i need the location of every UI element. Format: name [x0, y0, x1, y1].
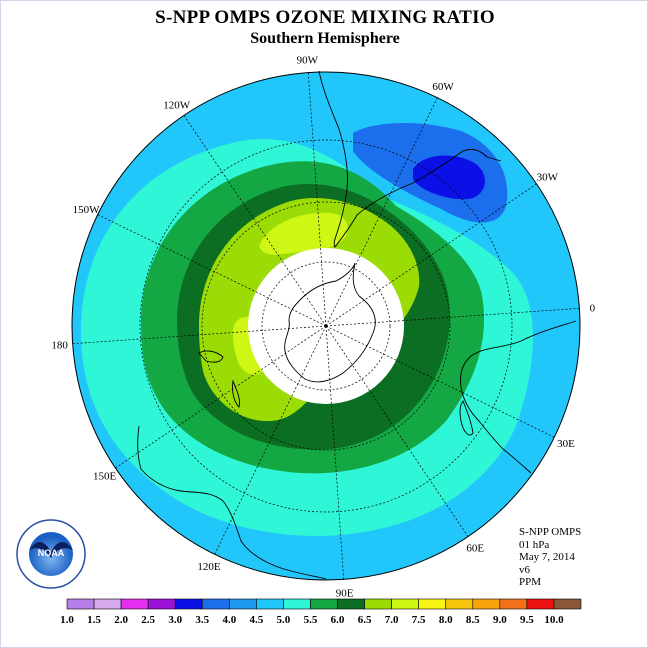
new-zealand-coastline [198, 350, 240, 408]
colorbar-swatch [418, 598, 447, 610]
colorbar-label: 9.5 [520, 614, 534, 626]
longitude-label: 120E [197, 561, 221, 573]
info-version: v6 [519, 563, 530, 576]
colorbar-swatch [526, 598, 555, 610]
colorbar-swatch [391, 598, 419, 610]
colorbar-label: 6.5 [358, 614, 372, 626]
longitude-label: 60E [466, 542, 484, 554]
south-pole-marker [324, 324, 328, 328]
coastlines [137, 70, 577, 580]
colorbar-swatch [256, 598, 284, 610]
longitude-label: 150W [73, 204, 101, 216]
colorbar-swatch [364, 598, 392, 610]
colorbar-label: 4.0 [222, 614, 236, 626]
colorbar-swatch [310, 598, 338, 610]
contour-7-0-region [259, 212, 348, 255]
colorbar-label: 8.5 [466, 614, 480, 626]
info-date: May 7, 2014 [519, 551, 575, 563]
latitude-circle-80s [261, 261, 391, 391]
colorbar-label: 2.0 [114, 614, 128, 626]
info-pressure: 01 hPa [519, 538, 550, 551]
longitude-label: 150E [93, 470, 117, 482]
colorbar-labels: 1.0 1.5 2.0 2.5 3.0 3.5 4.0 4.5 5.0 5.5 6.0 6.5 7.0 7… [60, 614, 564, 626]
longitude-label: 90W [297, 55, 319, 67]
colorbar-label: 7.5 [412, 614, 426, 626]
longitude-labels: 90W 60W 30W 0 30E 60E 90E 120E 150E 180 150W 120W [51, 55, 595, 600]
colorbar-label: 10.0 [544, 614, 564, 626]
colorbar-label: 4.5 [249, 614, 263, 626]
graticule [72, 72, 580, 580]
colorbar-swatch [283, 598, 311, 610]
colorbar-label: 1.0 [60, 614, 74, 626]
logo-gull-shape [29, 541, 73, 558]
antarctica-coastline [284, 262, 376, 383]
latitude-circle-70s [201, 201, 451, 451]
madagascar-coastline [459, 400, 474, 436]
colorbar-label: 5.0 [277, 614, 291, 626]
colorbar-label: 3.5 [195, 614, 209, 626]
info-units: PPM [519, 576, 542, 588]
africa-coastline [460, 320, 577, 474]
colorbar: 1.0 1.5 2.0 2.5 3.0 3.5 4.0 4.5 5.0 5.5 6.0 6.5 7.0 7… [60, 598, 582, 626]
colorbar-swatch [120, 598, 149, 610]
figure-subtitle: Southern Hemisphere [250, 30, 400, 47]
colorbar-label: 8.0 [439, 614, 453, 626]
noaa-logo-icon: NOAA [16, 519, 86, 589]
colorbar-label: 6.0 [331, 614, 345, 626]
colorbar-swatch [147, 598, 176, 610]
latitude-circle-60s [139, 139, 513, 513]
colorbar-swatch [174, 598, 203, 610]
longitude-label: 30E [557, 438, 575, 450]
info-block: S-NPP OMPS 01 hPa May 7, 2014 v6 PPM [519, 526, 581, 589]
colorbar-swatch [499, 598, 528, 610]
longitude-label: 180 [51, 340, 68, 352]
colorbar-swatch [93, 598, 122, 610]
colorbar-swatches [66, 598, 582, 610]
longitude-label: 90E [336, 587, 354, 599]
colorbar-label: 5.5 [304, 614, 318, 626]
colorbar-swatch [445, 598, 474, 610]
south-america-coastline [318, 70, 502, 248]
figure-title: S-NPP OMPS OZONE MIXING RATIO [155, 7, 495, 28]
colorbar-label: 9.0 [493, 614, 507, 626]
longitude-label: 30W [537, 172, 559, 184]
longitude-label: 60W [432, 81, 454, 93]
colorbar-swatch [66, 598, 95, 610]
colorbar-label: 7.0 [385, 614, 399, 626]
colorbar-swatch [553, 598, 582, 610]
contour-core-region [432, 172, 464, 194]
colorbar-swatch [337, 598, 365, 610]
longitude-label: 120W [163, 100, 191, 112]
colorbar-swatch [472, 598, 501, 610]
colorbar-label: 1.5 [87, 614, 101, 626]
australia-coastline [137, 425, 327, 580]
colorbar-label: 3.0 [168, 614, 182, 626]
info-instrument: S-NPP OMPS [519, 526, 582, 538]
longitude-label: 0 [590, 302, 596, 314]
colorbar-swatch [201, 598, 230, 610]
map-border [71, 71, 581, 581]
colorbar-swatch [229, 598, 257, 610]
logo-text: NOAA [38, 548, 65, 558]
colorbar-label: 2.5 [141, 614, 155, 626]
